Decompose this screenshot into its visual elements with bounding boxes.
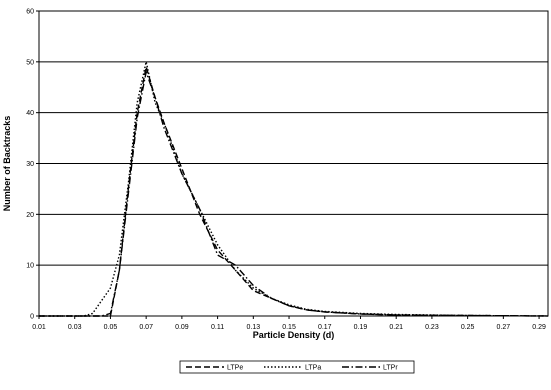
- legend-label-ltpe: LTPe: [227, 365, 243, 372]
- x-tick-label: 0.09: [175, 324, 189, 331]
- x-tick-label: 0.23: [425, 324, 439, 331]
- x-axis-ticks: 0.01 0.03 0.05 0.07 0.09 0.11 0.13 0.15 0.17 0.19…: [32, 316, 546, 331]
- y-tick-label: 30: [26, 161, 34, 168]
- x-tick-label: 0.13: [247, 324, 261, 331]
- y-tick-label: 50: [26, 59, 34, 66]
- y-tick-label: 20: [26, 212, 34, 219]
- series-line-ltpe: [39, 66, 549, 317]
- x-tick-label: 0.17: [318, 324, 332, 331]
- x-tick-label: 0.29: [532, 324, 546, 331]
- x-tick-label: 0.19: [354, 324, 368, 331]
- x-tick-label: 0.27: [497, 324, 511, 331]
- x-tick-label: 0.25: [461, 324, 475, 331]
- series-line-ltpr: [39, 69, 549, 317]
- legend: LTPe LTPa LTPr: [179, 360, 415, 374]
- y-tick-label: 40: [26, 110, 34, 117]
- legend-label-ltpr: LTPr: [383, 365, 398, 372]
- x-tick-label: 0.01: [32, 324, 46, 331]
- x-tick-label: 0.03: [68, 324, 82, 331]
- series-line-ltpa: [39, 61, 549, 317]
- y-axis-ticks: 0 10 20 30 40 50 60: [26, 9, 39, 321]
- x-tick-label: 0.11: [211, 324, 224, 331]
- series-lines: [39, 61, 549, 317]
- x-tick-label: 0.15: [282, 324, 296, 331]
- x-axis-title: Particle Density (d): [253, 330, 335, 340]
- y-tick-label: 10: [26, 263, 34, 270]
- y-axis-title: Number of Backtracks: [2, 116, 12, 212]
- legend-label-ltpa: LTPa: [305, 365, 321, 372]
- x-tick-label: 0.05: [104, 324, 118, 331]
- x-tick-label: 0.07: [139, 324, 153, 331]
- x-tick-label: 0.21: [389, 324, 403, 331]
- gridlines: [39, 10, 548, 317]
- y-tick-label: 60: [26, 9, 34, 16]
- y-tick-label: 0: [30, 314, 34, 321]
